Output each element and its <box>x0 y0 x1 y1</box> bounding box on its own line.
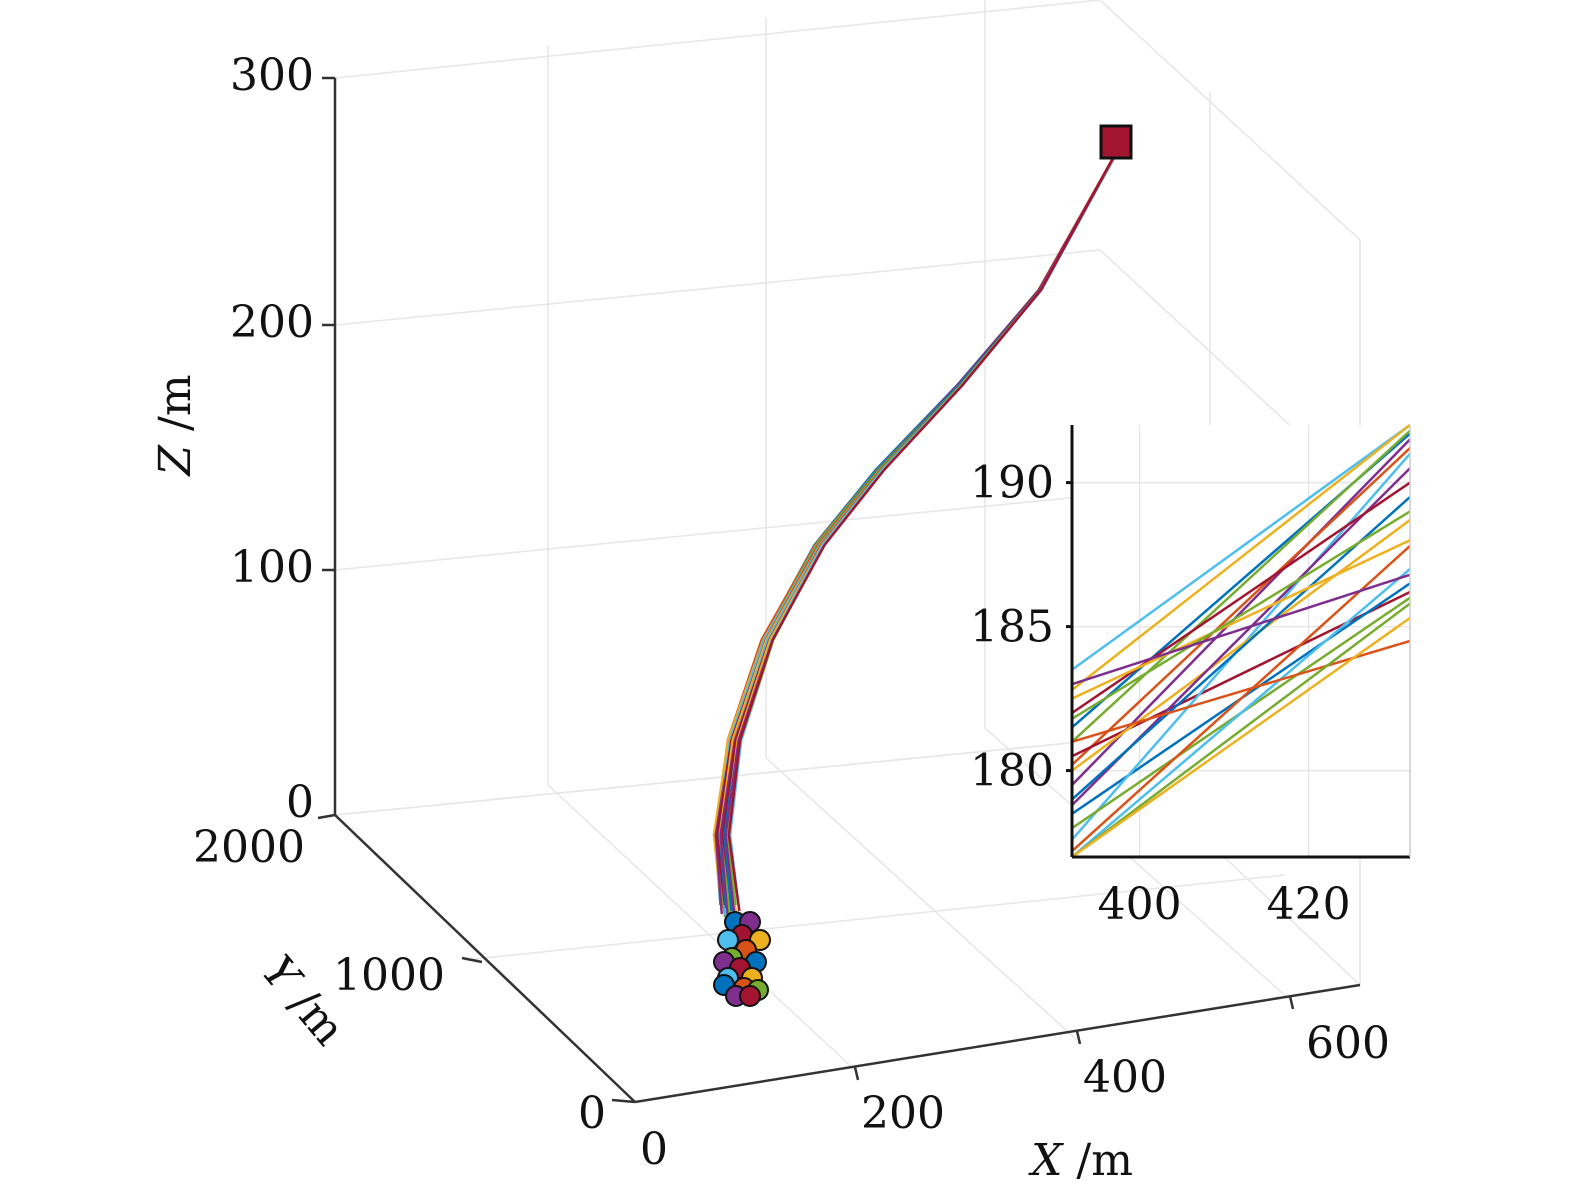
grid-line <box>1099 0 1361 241</box>
y-tick-label: 2000 <box>193 822 305 873</box>
y-tick-mark <box>611 1098 636 1104</box>
trajectory-line <box>725 149 1120 915</box>
end-marker <box>1099 124 1133 160</box>
trajectory-line <box>724 149 1119 921</box>
inset-tick-labels: 180 185 190 400 420 <box>970 458 1351 930</box>
inset-series-line <box>1071 545 1411 853</box>
z-tick-label: 100 <box>230 542 314 593</box>
grid-line <box>464 874 1286 961</box>
inset-series-line <box>1071 424 1411 691</box>
x-tick-labels: 0 200 400 600 <box>640 1018 1390 1175</box>
trajectory-line <box>727 149 1119 912</box>
grid-line <box>765 757 1078 1041</box>
trajectory-line <box>720 149 1120 912</box>
grid-line <box>334 494 1101 571</box>
axes <box>317 76 1361 1104</box>
z-tick-label: 200 <box>230 297 314 348</box>
zoom-inset: 180 185 190 400 420 <box>970 423 1411 930</box>
x-tick-label: 200 <box>861 1088 945 1139</box>
start-marker <box>739 985 761 1007</box>
trajectory-line <box>718 149 1119 915</box>
inset-series-line <box>1071 568 1411 858</box>
y-tick-label: 0 <box>578 1088 606 1139</box>
y-tick-label: 1000 <box>333 950 445 1001</box>
x-tick-mark <box>853 1066 860 1081</box>
trajectory-line <box>714 149 1120 915</box>
trajectory-line <box>716 149 1119 921</box>
inset-x-tick-label: 400 <box>1098 879 1182 930</box>
x-tick-label: 400 <box>1083 1052 1167 1103</box>
trajectory-line <box>722 149 1119 906</box>
x-tick-label: 0 <box>640 1124 668 1175</box>
inset-series-line <box>1071 519 1411 772</box>
inset-x-tick-label: 420 <box>1267 879 1351 930</box>
inset-series-line <box>1071 539 1411 700</box>
inset-series-line <box>1071 481 1411 715</box>
trajectory-line <box>719 149 1119 918</box>
start-markers <box>713 911 771 1007</box>
inset-series-line <box>1071 602 1411 859</box>
trajectory-line <box>726 149 1120 906</box>
z-axis-label: Z /m <box>150 374 201 477</box>
z-tick-mark <box>317 813 336 820</box>
inset-y-tick-label: 180 <box>970 746 1054 797</box>
trajectory-line <box>723 149 1120 912</box>
x-axis-line <box>634 983 1361 1104</box>
grid-line <box>547 784 856 1071</box>
z-tick-label: 0 <box>286 777 314 828</box>
trajectory-line <box>722 149 1120 921</box>
start-marker <box>717 929 739 951</box>
inset-series-line <box>1071 447 1411 766</box>
y-axis-line <box>334 814 636 1103</box>
z-tick-labels: 300 200 100 0 <box>230 50 314 828</box>
inset-series-line <box>1071 573 1411 686</box>
trajectory-line <box>717 149 1120 918</box>
trajectory-line <box>713 149 1119 909</box>
inset-series <box>1071 423 1411 859</box>
y-tick-labels: 2000 1000 0 <box>193 822 606 1139</box>
x-tick-mark <box>1075 1030 1082 1045</box>
x-axis-label: X /m <box>1028 1135 1133 1186</box>
trajectory-series <box>712 149 1120 921</box>
inset-series-line <box>1071 423 1411 671</box>
x-tick-mark <box>1288 995 1295 1010</box>
grid-line <box>334 739 1101 816</box>
inset-series-line <box>1071 616 1411 859</box>
y-tick-mark <box>461 956 483 964</box>
inset-y-tick-label: 185 <box>970 602 1054 653</box>
inset-series-line <box>1071 510 1411 720</box>
inset-series-line <box>1071 429 1411 743</box>
grid-line <box>334 249 1101 326</box>
inset-y-tick-label: 190 <box>970 458 1054 509</box>
x-tick-label: 600 <box>1306 1018 1390 1069</box>
trajectory-line <box>725 149 1119 918</box>
grid-line <box>334 0 1101 79</box>
z-tick-label: 300 <box>230 50 314 101</box>
grid-line <box>984 727 1291 1001</box>
